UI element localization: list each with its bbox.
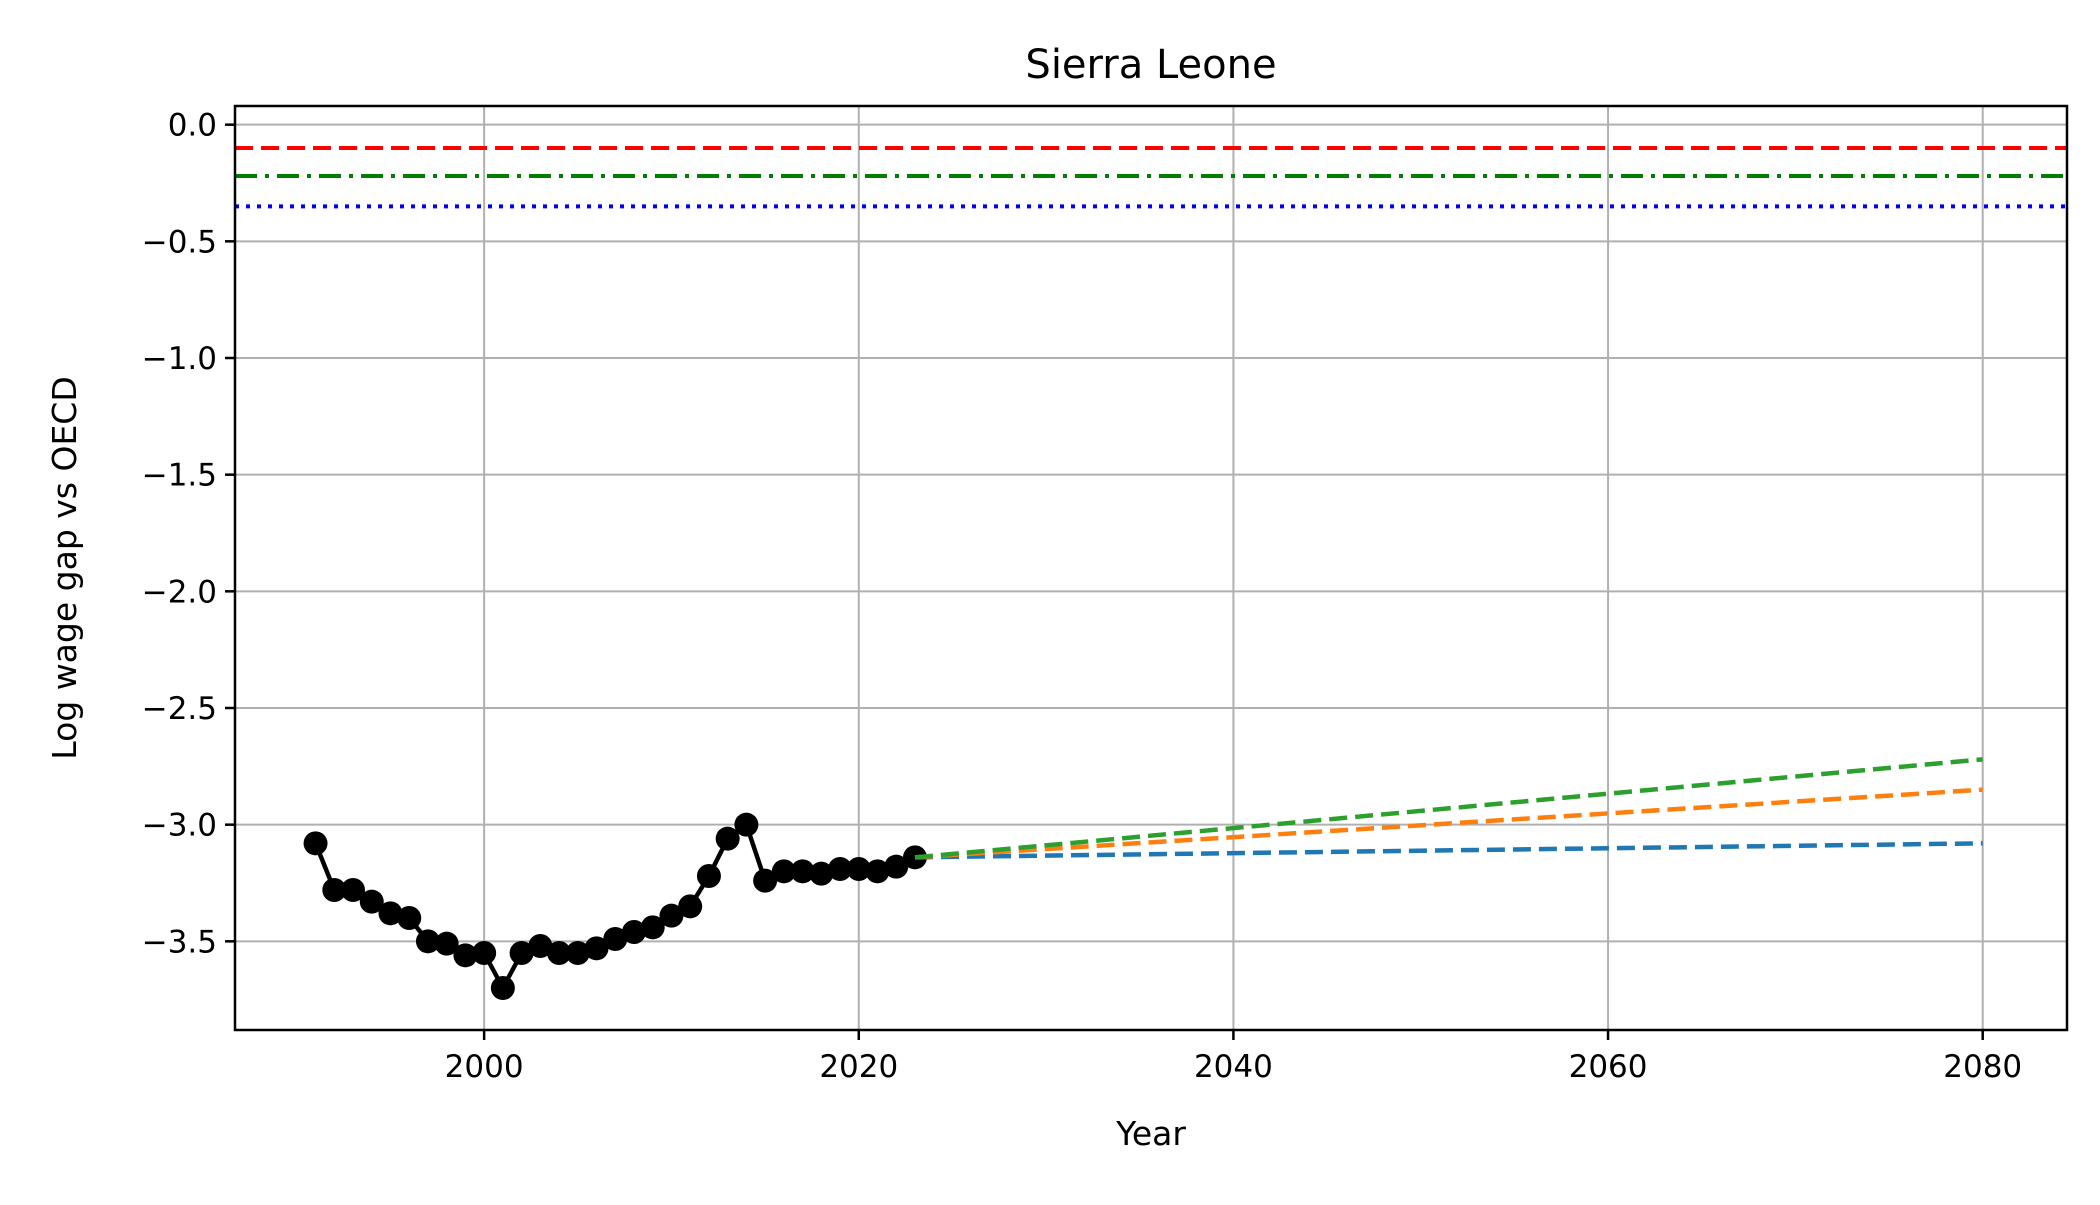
historical-point xyxy=(565,941,590,965)
historical-point xyxy=(509,941,534,965)
y-axis-label: Log wage gap vs OECD xyxy=(45,376,84,759)
historical-point xyxy=(659,903,684,928)
projection-high-line xyxy=(914,757,1983,860)
projection-mid-line xyxy=(914,787,1983,860)
x-tick-label: 2080 xyxy=(1943,1049,2022,1085)
series xyxy=(303,757,1983,1000)
historical-point xyxy=(846,857,871,881)
historical-point xyxy=(621,920,646,944)
y-tick-label: −0.5 xyxy=(142,224,217,260)
historical-point xyxy=(790,859,815,884)
historical-point xyxy=(547,941,572,965)
chart-title: Sierra Leone xyxy=(1025,42,1276,88)
x-tick-label: 2000 xyxy=(445,1049,524,1085)
x-tick-label: 2040 xyxy=(1194,1049,1273,1085)
y-tick-label: −2.0 xyxy=(142,574,217,610)
historical-point xyxy=(884,854,909,879)
historical-point xyxy=(734,812,759,837)
y-tick-label: −3.0 xyxy=(142,808,217,844)
historical-point xyxy=(397,906,422,930)
historical-point xyxy=(378,901,403,926)
historical-point xyxy=(415,929,440,954)
historical-point xyxy=(453,943,478,968)
historical-point xyxy=(528,934,553,958)
historical-point xyxy=(715,826,740,851)
plot-frame xyxy=(233,104,2069,1032)
historical-line xyxy=(313,822,916,991)
reference-lines xyxy=(235,146,2067,209)
y-tick-label: 0.0 xyxy=(168,108,217,144)
historical-point xyxy=(640,915,665,940)
y-tick-label: −2.5 xyxy=(142,691,217,727)
x-axis-label: Year xyxy=(1115,1114,1186,1153)
y-tick-label: −1.5 xyxy=(142,458,217,494)
historical-point xyxy=(753,868,778,893)
historical-point xyxy=(696,864,721,888)
y-tick-label: −1.0 xyxy=(142,341,217,377)
projection-low-line xyxy=(914,841,1983,860)
historical-point xyxy=(678,894,703,919)
historical-point xyxy=(603,927,628,951)
y-tick-label: −3.5 xyxy=(142,924,217,960)
grid xyxy=(235,106,2067,1030)
historical-point xyxy=(341,878,366,902)
historical-point xyxy=(359,889,384,914)
historical-point xyxy=(472,941,497,965)
historical-point xyxy=(322,878,347,902)
historical-point xyxy=(303,831,328,856)
historical-point xyxy=(828,857,853,881)
historical-point xyxy=(490,976,515,1000)
x-tick-label: 2060 xyxy=(1569,1049,1648,1085)
historical-point xyxy=(434,931,459,956)
historical-point xyxy=(771,859,796,884)
historical-point xyxy=(584,936,609,961)
historical-point xyxy=(865,859,890,884)
x-tick-label: 2020 xyxy=(819,1049,898,1085)
historical-point xyxy=(809,861,834,886)
axis-ticks: 2000 2020 2040 2060 2080 0.0 −0.5 −1.0 −1.5 −2.0 −… xyxy=(142,108,2022,1085)
